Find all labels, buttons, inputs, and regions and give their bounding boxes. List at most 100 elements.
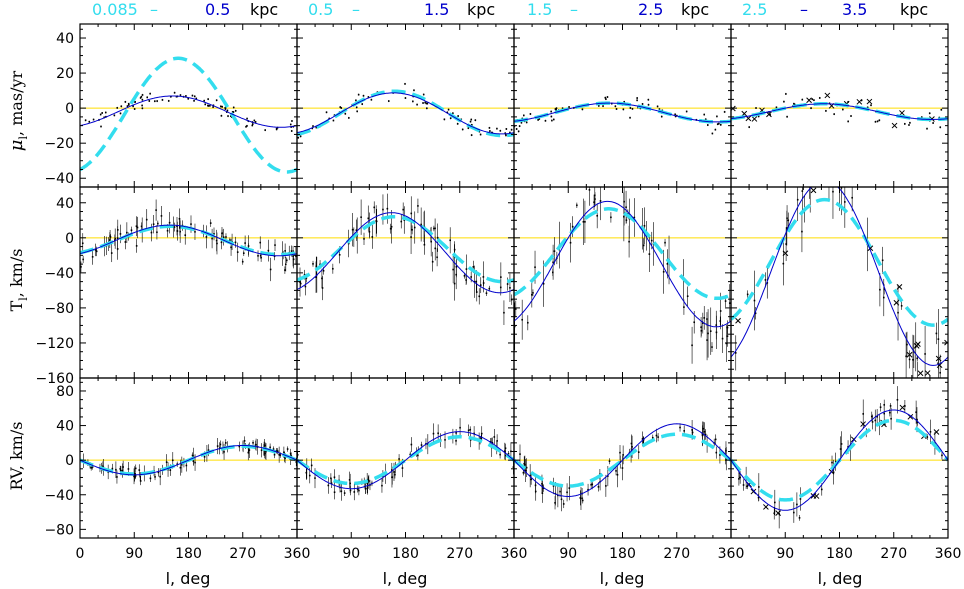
data-point [691, 344, 693, 347]
y-label-row-3-rest: , km/s [7, 422, 26, 471]
panel-r1-c1: 40 20 0 −20 −40 [44, 23, 298, 188]
y-tick-label: 40 [56, 196, 74, 212]
data-point [344, 112, 347, 115]
data-point [623, 101, 626, 103]
data-point [453, 282, 456, 285]
data-point [593, 201, 595, 204]
data-point [171, 459, 174, 462]
data-point [292, 258, 295, 261]
data-point [801, 190, 804, 192]
svg-text:Tl, km/s: Tl, km/s [7, 249, 30, 312]
x-axis-labels: l, deg l, deg l, deg l, deg [166, 569, 863, 588]
data-point [862, 413, 865, 415]
data-point [436, 236, 439, 239]
data-point [422, 93, 425, 96]
data-point [452, 268, 454, 271]
data-point [443, 118, 446, 121]
data-point [382, 208, 384, 211]
data-point [706, 124, 709, 126]
data-point [622, 454, 624, 456]
data-point [181, 463, 183, 466]
data-point [786, 217, 788, 220]
data-point [455, 265, 458, 268]
data-point [614, 168, 616, 170]
data-point [173, 226, 176, 228]
model-curve-thin [80, 445, 297, 476]
data-point [524, 463, 526, 466]
data-point [224, 108, 227, 110]
data-point [785, 93, 787, 95]
data-point [252, 441, 254, 444]
data-point [283, 451, 285, 454]
data-point [286, 448, 289, 450]
data-point [693, 321, 696, 324]
data-point [286, 259, 288, 262]
data-point [555, 109, 557, 111]
data-point [299, 282, 302, 285]
data-point [666, 263, 669, 265]
data-point [786, 115, 788, 118]
data-point [908, 124, 910, 126]
data-point [127, 103, 130, 105]
data-point [213, 233, 215, 235]
x-label-col-1: l, deg [166, 569, 211, 588]
data-point [157, 222, 159, 225]
data-point [461, 128, 464, 131]
data-point [114, 237, 116, 240]
data-point [605, 485, 607, 487]
data-point [434, 227, 436, 230]
data-point [924, 353, 926, 355]
data-point [211, 237, 213, 240]
data-point [178, 217, 181, 220]
panel-r3-c3: 90 180 270 360 [513, 377, 744, 562]
data-point [485, 292, 488, 295]
data-point-cross [899, 404, 906, 411]
data-point [706, 318, 708, 320]
data-points [519, 419, 728, 512]
data-point [939, 371, 941, 374]
data-point [769, 113, 771, 116]
data-point [716, 123, 719, 126]
data-point [275, 128, 278, 131]
data-point [507, 453, 510, 455]
data-point [185, 464, 188, 467]
column-2-unit: kpc [467, 0, 495, 19]
data-point [628, 240, 630, 243]
data-point-cross [866, 98, 873, 105]
data-point [773, 512, 776, 515]
data-point [361, 103, 364, 105]
column-4-range-max: 3.5 [842, 0, 867, 19]
data-point [446, 111, 449, 114]
data-point [658, 108, 661, 110]
data-point [303, 273, 306, 276]
data-point [798, 517, 801, 519]
data-point [940, 108, 943, 111]
data-point [707, 332, 709, 335]
x-tick-label: 90 [559, 546, 577, 562]
column-4-unit: kpc [900, 0, 928, 19]
data-point [176, 230, 179, 232]
model-curve-thick [514, 101, 731, 124]
data-point [520, 121, 523, 124]
data-point [355, 99, 357, 102]
x-label-col-3: l, deg [600, 569, 645, 588]
data-point [312, 125, 314, 127]
data-point [267, 249, 270, 252]
data-point [259, 241, 262, 244]
data-point [509, 131, 511, 134]
data-point [596, 214, 598, 217]
data-point [154, 100, 156, 102]
data-point [674, 113, 676, 116]
data-point [551, 119, 553, 122]
panel-r2-c1: 40 0 −40 −80 −120 −160 [36, 186, 298, 387]
data-point [467, 429, 470, 432]
data-point [643, 224, 646, 227]
data-point [715, 324, 718, 326]
data-point [554, 108, 557, 110]
data-point [99, 113, 102, 116]
data-point [330, 477, 332, 480]
column-headers: 0.085 – 0.5 kpc 0.5 – 1.5 kpc 1.5 – 2.5 … [92, 0, 928, 19]
y-tick-label: −20 [44, 136, 74, 152]
data-point [510, 128, 513, 131]
data-point [926, 127, 928, 130]
